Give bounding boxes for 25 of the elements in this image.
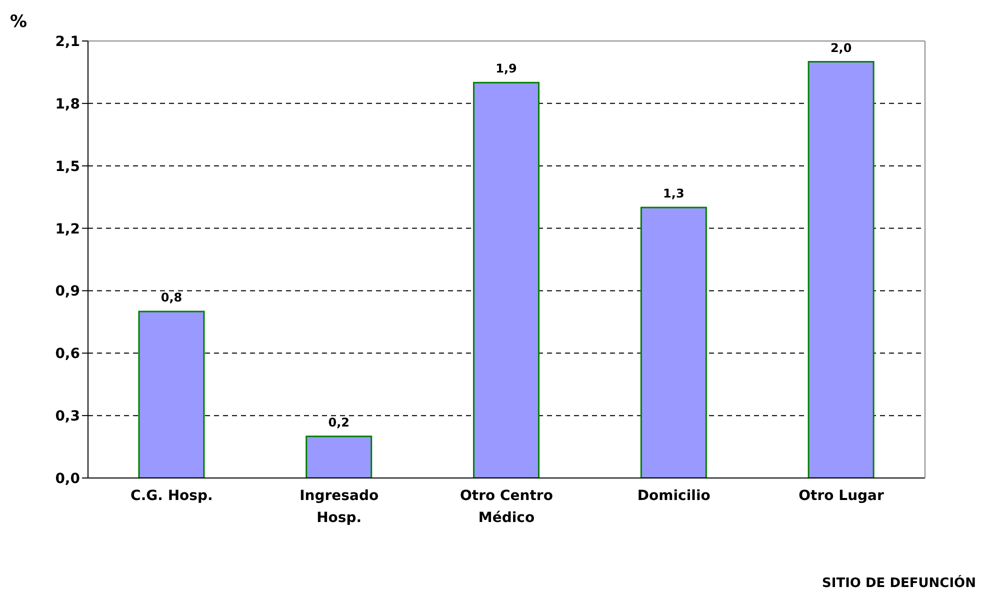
bar — [640, 206, 707, 478]
data-label: 0,2 — [328, 415, 350, 430]
data-label: 0,8 — [160, 290, 182, 305]
bar — [306, 436, 372, 478]
x-tick-label: Otro Centro Médico — [460, 488, 554, 526]
x-tick-label: Ingresado Hosp. — [300, 488, 379, 526]
x-tick-label: C.G. Hosp. — [130, 488, 213, 504]
y-axis-title: % — [10, 12, 28, 32]
x-tick-label: Otro Lugar — [798, 488, 884, 504]
bar — [808, 61, 874, 478]
x-axis-title: SITIO DE DEFUNCIÓN — [822, 576, 976, 591]
y-tick-label: 1,2 — [55, 221, 80, 238]
y-tick-label: 2,1 — [55, 34, 80, 50]
y-tick-label: 1,8 — [55, 96, 80, 112]
data-label: 1,3 — [663, 186, 684, 200]
y-tick-label: 1,5 — [55, 158, 80, 175]
y-tick-label: 0,6 — [55, 346, 80, 362]
bar — [138, 310, 205, 478]
x-tick-label: Domicilio — [637, 488, 711, 504]
y-tick-label: 0,9 — [55, 284, 80, 300]
bar — [473, 82, 540, 478]
data-label: 1,9 — [496, 62, 517, 76]
data-label: 2,0 — [830, 40, 852, 55]
y-tick-label: 0,0 — [55, 470, 80, 487]
y-tick-label: 0,3 — [55, 408, 80, 425]
